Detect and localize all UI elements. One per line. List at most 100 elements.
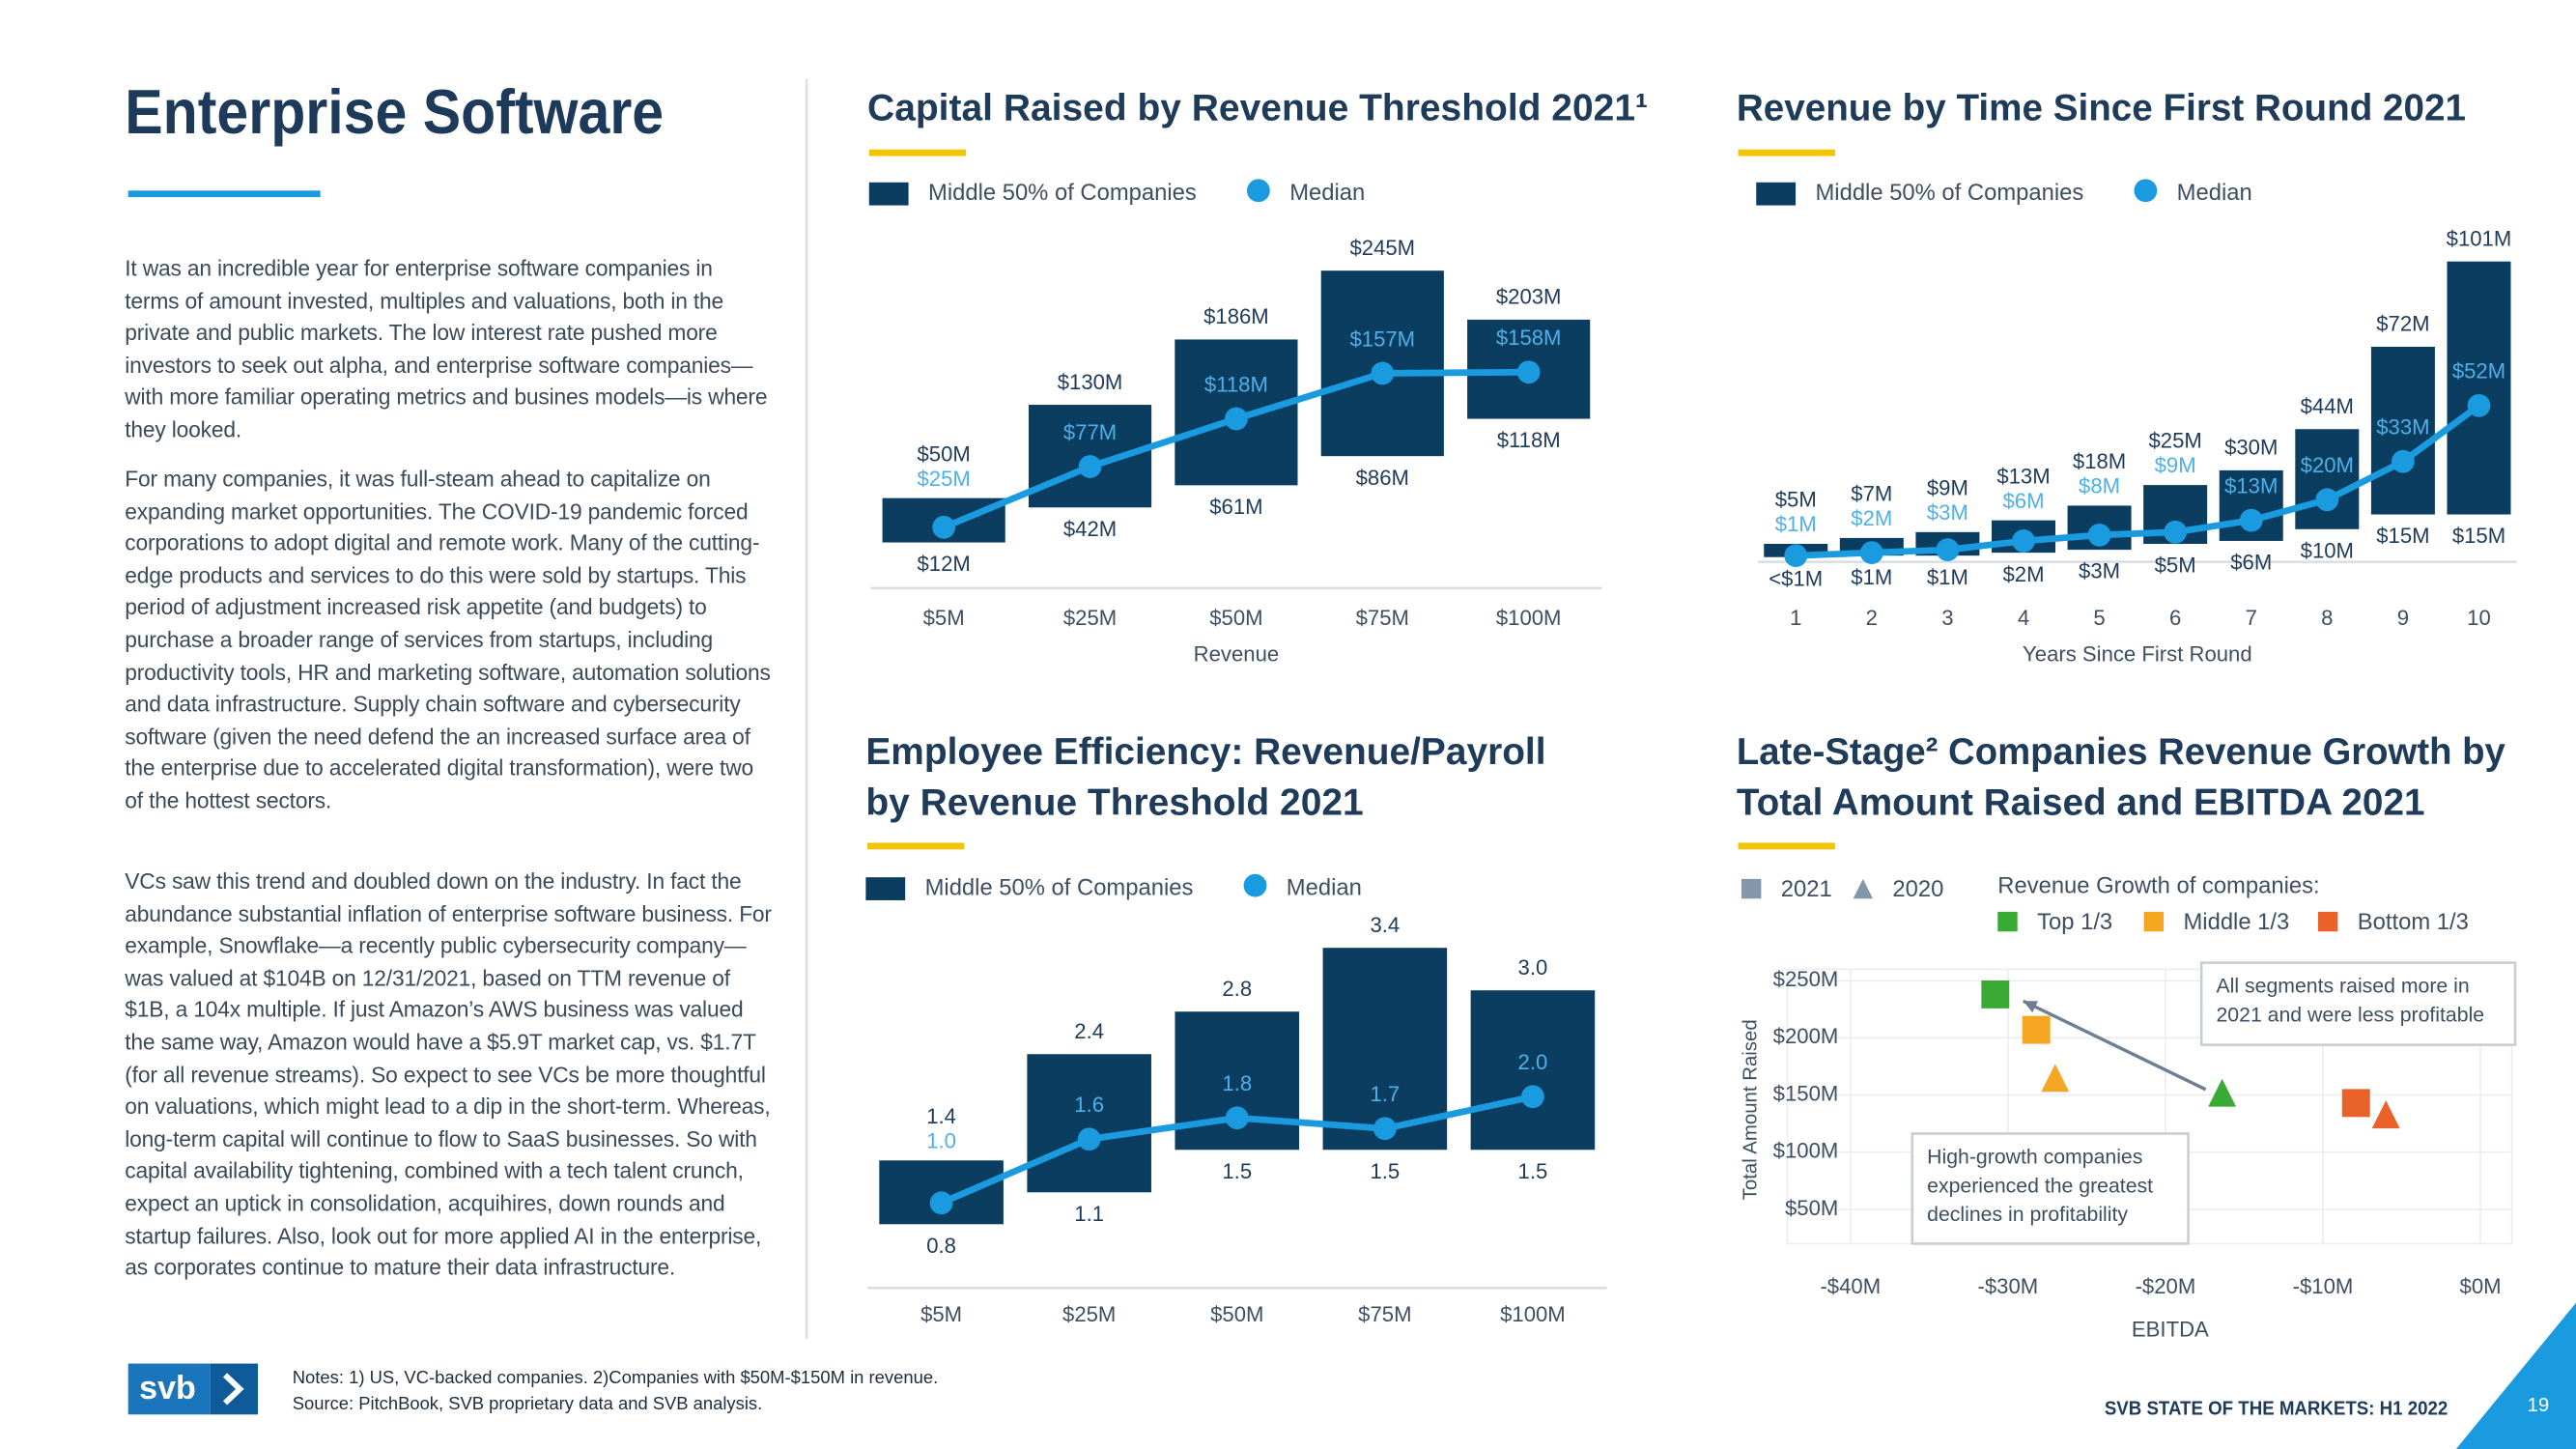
median-label: $33M: [2376, 415, 2429, 440]
title-underline: [127, 190, 321, 198]
x-tick-label: 3: [1941, 606, 1953, 630]
footer: SVB STATE OF THE MARKETS: H1 2022: [2105, 1399, 2448, 1420]
median-label: $13M: [2224, 473, 2278, 497]
data-label: $3M: [2079, 559, 2120, 583]
data-label: $2M: [2002, 562, 2044, 586]
annotation-box: [2199, 961, 2517, 1046]
data-label: $245M: [1349, 236, 1415, 260]
range-bar: [2370, 346, 2435, 515]
title-underline: [1738, 149, 1835, 156]
legend-swatch: [1243, 873, 1267, 897]
arrow-head: [2023, 1001, 2039, 1013]
chart-title: Revenue by Time Since First Round 2021: [1737, 87, 2466, 128]
point: [2341, 1089, 2370, 1118]
data-label: 1.4: [926, 1104, 956, 1128]
median-point: [1078, 455, 1102, 478]
x-tick-label: 8: [2321, 606, 2333, 630]
legend-swatch: [1756, 182, 1797, 206]
median-point: [932, 515, 956, 539]
range-bar: [1322, 948, 1448, 1151]
x-tick-label: $25M: [1063, 606, 1117, 630]
annotation-text: High-growth companies: [1927, 1146, 2142, 1169]
data-label: $9M: [1927, 475, 1968, 499]
data-label: $42M: [1063, 517, 1117, 541]
point: [2371, 1100, 2400, 1129]
data-label: $61M: [1209, 495, 1262, 519]
median-label: $9M: [2155, 453, 2196, 477]
x-tick-label: 6: [2169, 606, 2181, 630]
legend-label: Middle 1/3: [2183, 909, 2289, 935]
point: [2208, 1078, 2237, 1107]
median-label: 1.0: [926, 1128, 956, 1152]
median-label: $20M: [2301, 453, 2354, 477]
y-tick-label: $150M: [1773, 1081, 1839, 1105]
legend-label: Middle 50% of Companies: [1815, 180, 2083, 206]
x-tick-label: 1: [1790, 606, 1801, 630]
median-label: $8M: [2079, 474, 2120, 498]
median-label: $3M: [1927, 500, 1968, 525]
legend-label: Middle 50% of Companies: [928, 180, 1197, 206]
median-label: $158M: [1496, 326, 1562, 350]
median-point: [2391, 449, 2415, 473]
median-point: [1516, 360, 1541, 384]
median-label: $52M: [2452, 359, 2505, 384]
legend-label: Bottom 1/3: [2358, 909, 2469, 935]
data-label: $1M: [1851, 565, 1892, 589]
arrow: [2022, 999, 2207, 1092]
legend-title: Revenue Growth of companies:: [1997, 873, 2319, 899]
data-label: $130M: [1058, 370, 1123, 394]
data-label: 3.4: [1370, 913, 1400, 937]
data-label: $50M: [918, 441, 971, 466]
title-underline: [1738, 842, 1835, 850]
median-label: $157M: [1349, 327, 1415, 351]
legend-swatch: [2143, 911, 2165, 932]
data-label: 1.1: [1074, 1202, 1104, 1226]
legend-swatch: [1997, 911, 2018, 932]
data-label: $118M: [1497, 428, 1561, 452]
data-label: $186M: [1203, 304, 1269, 328]
data-label: $6M: [2230, 551, 2272, 575]
x-axis-title: Years Since First Round: [2023, 641, 2252, 666]
median-label: $77M: [1063, 420, 1117, 444]
y-tick-label: $100M: [1773, 1139, 1839, 1163]
median-line: [1796, 403, 2481, 559]
point: [1981, 980, 2010, 1009]
median-label: $118M: [1204, 372, 1268, 396]
median-point: [1936, 538, 1960, 562]
median-point: [1373, 1117, 1397, 1141]
chart-title: Late-Stage² Companies Revenue Growth by: [1737, 731, 2505, 773]
median-label: 1.7: [1370, 1082, 1400, 1106]
data-label: $101M: [2447, 226, 2512, 250]
logo-text: svb: [139, 1370, 196, 1406]
data-label: $7M: [1851, 482, 1892, 506]
x-tick-label: $100M: [1496, 606, 1562, 630]
x-tick-label: 5: [2093, 606, 2105, 630]
x-tick-label: $5M: [923, 606, 965, 630]
note: Notes: 1) US, VC-backed companies. 2)Com…: [293, 1367, 938, 1387]
page-title: Enterprise Software: [125, 77, 664, 147]
x-tick-label: $100M: [1500, 1302, 1566, 1326]
legend-label: Median: [1287, 874, 1362, 900]
median-label: $6M: [2002, 489, 2044, 513]
title-underline: [867, 842, 965, 850]
range-bar: [1470, 990, 1596, 1151]
x-tick-label: 2: [1866, 606, 1878, 630]
chart-title: Employee Efficiency: Revenue/Payroll: [865, 731, 1545, 773]
median-label: $1M: [1775, 512, 1817, 536]
x-tick-label: 7: [2246, 606, 2257, 630]
median-point: [1784, 544, 1808, 568]
data-label: 2.4: [1074, 1019, 1104, 1043]
data-label: $86M: [1356, 466, 1409, 490]
median-point: [1371, 361, 1395, 385]
data-label: 3.0: [1518, 955, 1548, 980]
logo-chevron: [222, 1373, 244, 1406]
legend-label: 2020: [1892, 876, 1943, 902]
logo-chevron-box: [210, 1363, 259, 1415]
title-underline: [868, 149, 967, 156]
legend-label: 2021: [1781, 876, 1832, 902]
data-label: <$1M: [1769, 566, 1823, 590]
y-axis-title: Total Amount Raised: [1741, 1019, 1762, 1200]
chart-title: by Revenue Threshold 2021: [865, 782, 1363, 824]
